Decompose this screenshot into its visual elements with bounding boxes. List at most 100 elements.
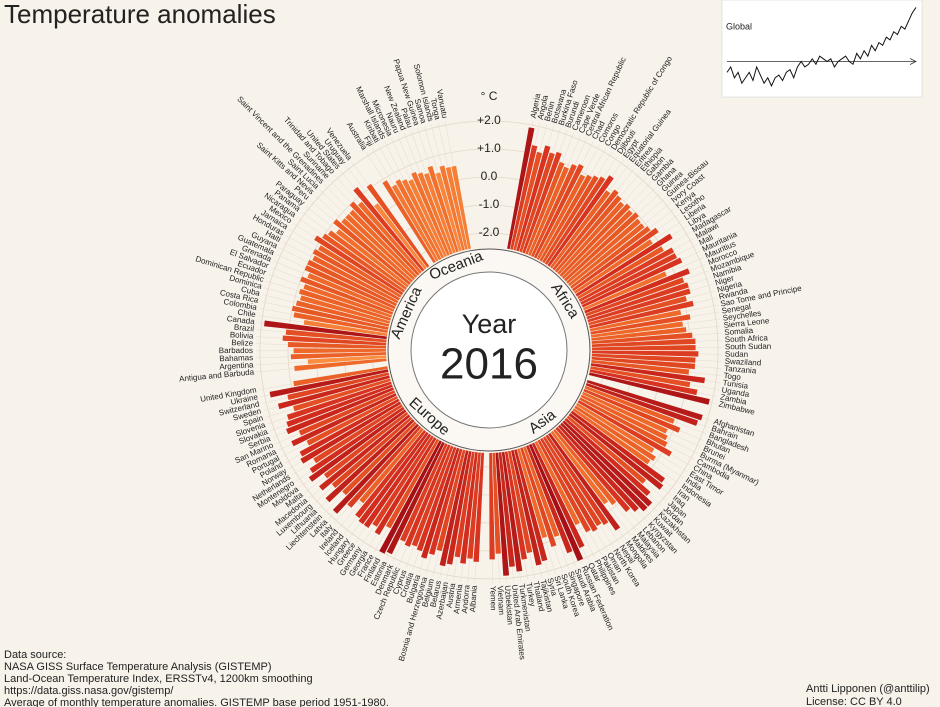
bar	[307, 259, 397, 307]
bar	[536, 174, 586, 260]
bar	[467, 452, 481, 559]
bar	[286, 381, 392, 420]
bar	[591, 332, 693, 344]
bar	[299, 398, 400, 457]
bar	[549, 190, 611, 269]
bar	[386, 441, 445, 555]
bar	[342, 421, 417, 496]
chart-title: Temperature anomalies	[4, 0, 276, 29]
bar	[561, 209, 633, 280]
bar	[591, 356, 696, 370]
bar	[531, 442, 585, 549]
inset-arrow	[909, 58, 917, 65]
country-label: Tunisia	[722, 378, 749, 391]
bar	[516, 145, 551, 252]
bar	[286, 387, 395, 435]
bar	[287, 372, 390, 401]
bar	[588, 296, 687, 326]
country-label: Swaziland	[725, 357, 762, 368]
bar	[345, 213, 416, 281]
bar	[424, 173, 456, 254]
bar	[436, 449, 466, 552]
bar	[435, 172, 462, 252]
bar	[306, 395, 399, 446]
bar	[534, 441, 581, 526]
bar	[584, 385, 675, 424]
bar	[552, 189, 619, 271]
bar	[544, 176, 606, 265]
bar	[542, 436, 602, 527]
bar	[510, 145, 538, 250]
bar	[411, 445, 454, 547]
bar	[312, 255, 399, 304]
bar	[570, 410, 666, 483]
bar	[498, 452, 515, 567]
y-tick-label: +2.0	[477, 113, 501, 127]
bar	[572, 227, 659, 292]
y-tick-label: +1.0	[477, 141, 501, 155]
bar	[395, 179, 442, 260]
country-label: Brazil	[234, 323, 255, 334]
bar	[304, 265, 396, 309]
bar	[586, 282, 689, 320]
bar	[589, 309, 682, 332]
bar	[495, 452, 510, 576]
country-label: Uzbekistan	[503, 585, 515, 625]
bar	[591, 338, 696, 347]
y-tick-label: 0.0	[481, 169, 498, 183]
bar	[590, 314, 691, 335]
bar	[460, 452, 478, 564]
source-note: Land-Ocean Temperature Index, ERSSTv4, 1…	[4, 673, 313, 685]
bar	[542, 175, 599, 264]
bar	[507, 450, 533, 554]
bar	[328, 230, 407, 290]
bar	[291, 305, 389, 330]
country-label: Turkey	[524, 582, 537, 607]
bar	[585, 277, 685, 317]
bar	[566, 415, 647, 484]
source-note: Average of monthly temperature anomalies…	[4, 697, 389, 707]
credit: License: CC BY 4.0	[806, 696, 902, 707]
bar	[416, 446, 457, 552]
bar	[554, 195, 622, 273]
bar	[577, 400, 672, 457]
bar	[579, 397, 668, 447]
country-label: Somalia	[724, 326, 754, 337]
bar	[359, 427, 424, 504]
bar	[526, 445, 573, 554]
bar	[319, 414, 411, 491]
bar	[411, 171, 450, 256]
bar	[264, 320, 387, 340]
bar	[303, 284, 393, 318]
bar	[336, 229, 409, 288]
bar	[589, 300, 694, 329]
bar	[307, 355, 387, 364]
bar	[559, 203, 631, 277]
bar	[590, 363, 706, 384]
bar	[591, 353, 696, 363]
bar	[590, 321, 683, 338]
bar	[347, 425, 422, 508]
country-label: Argentina	[219, 360, 254, 371]
bar	[560, 422, 648, 512]
bar	[570, 226, 651, 289]
country-label: Barbados	[219, 346, 253, 355]
bar	[391, 184, 439, 262]
bar	[574, 405, 656, 462]
bar	[514, 449, 548, 562]
bar	[288, 342, 387, 349]
bar	[562, 420, 653, 507]
bar	[557, 424, 639, 512]
bar	[523, 446, 560, 538]
bar	[564, 418, 651, 497]
bar	[294, 358, 387, 371]
bar	[349, 209, 418, 278]
bar	[277, 375, 390, 410]
bar	[588, 372, 710, 405]
country-label: Tanzania	[724, 364, 757, 376]
bar	[553, 428, 617, 506]
bar	[507, 127, 535, 250]
bar	[295, 300, 390, 327]
bar	[545, 434, 609, 526]
bar	[591, 350, 699, 357]
